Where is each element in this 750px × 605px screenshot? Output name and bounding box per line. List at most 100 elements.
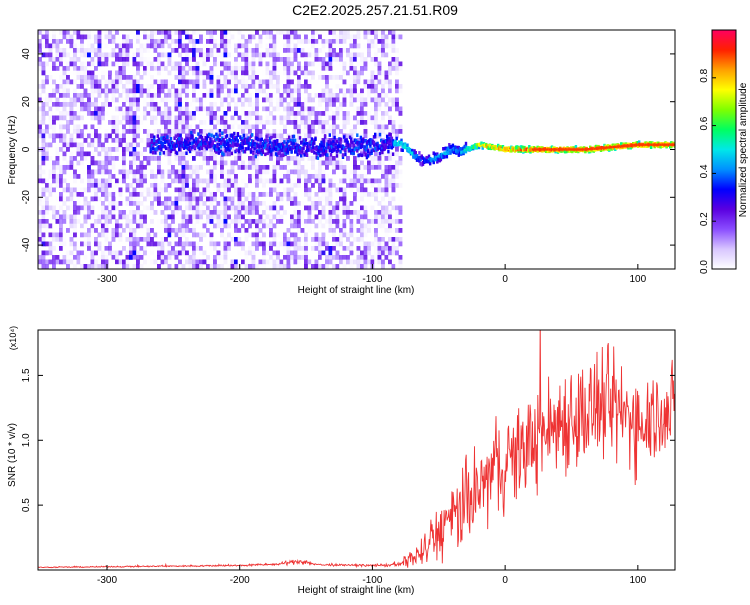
noise-cell	[91, 170, 95, 175]
noise-cell	[374, 30, 378, 35]
noise-cell	[157, 111, 161, 116]
noise-cell	[388, 93, 392, 98]
ridge-cell	[216, 134, 218, 138]
noise-cell	[248, 174, 252, 179]
noise-cell	[87, 264, 91, 269]
noise-cell	[371, 120, 375, 125]
noise-cell	[150, 39, 154, 44]
noise-cell	[140, 93, 144, 98]
noise-cell	[136, 237, 140, 242]
noise-cell	[297, 62, 301, 67]
noise-cell	[182, 179, 186, 184]
noise-cell	[192, 84, 196, 89]
noise-cell	[336, 201, 340, 206]
noise-cell	[378, 161, 382, 166]
noise-cell	[154, 39, 158, 44]
noise-cell	[224, 170, 228, 175]
noise-cell	[168, 206, 172, 211]
noise-cell	[395, 129, 399, 134]
noise-cell	[38, 233, 42, 238]
noise-cell	[171, 246, 175, 251]
noise-cell	[133, 89, 137, 94]
noise-cell	[94, 179, 98, 184]
noise-cell	[297, 179, 301, 184]
noise-cell	[59, 242, 63, 247]
noise-cell	[150, 219, 154, 224]
noise-cell	[399, 129, 403, 134]
noise-cell	[238, 260, 242, 265]
noise-cell	[273, 242, 277, 247]
noise-cell	[161, 174, 165, 179]
noise-cell	[378, 165, 382, 170]
noise-cell	[189, 125, 193, 130]
noise-cell	[374, 57, 378, 62]
noise-cell	[255, 111, 259, 116]
noise-cell	[154, 210, 158, 215]
noise-cell	[283, 107, 287, 112]
noise-cell	[101, 210, 105, 215]
noise-cell	[175, 260, 179, 265]
noise-cell	[94, 260, 98, 265]
noise-cell	[129, 165, 133, 170]
noise-cell	[175, 93, 179, 98]
noise-cell	[294, 125, 298, 130]
noise-cell	[294, 30, 298, 35]
noise-cell	[73, 215, 77, 220]
noise-cell	[234, 102, 238, 107]
noise-cell	[182, 156, 186, 161]
noise-cell	[343, 201, 347, 206]
ridge-cell	[305, 138, 307, 142]
noise-cell	[101, 215, 105, 220]
noise-cell	[84, 30, 88, 35]
noise-cell	[248, 161, 252, 166]
noise-cell	[161, 179, 165, 184]
ridge-cell	[267, 139, 269, 143]
noise-cell	[276, 107, 280, 112]
noise-cell	[374, 102, 378, 107]
noise-cell	[304, 53, 308, 58]
ridge-cell	[361, 154, 363, 158]
noise-cell	[357, 93, 361, 98]
noise-cell	[178, 206, 182, 211]
noise-cell	[140, 246, 144, 251]
noise-cell	[266, 98, 270, 103]
noise-cell	[287, 260, 291, 265]
noise-cell	[318, 129, 322, 134]
noise-cell	[126, 98, 130, 103]
noise-cell	[52, 188, 56, 193]
noise-cell	[357, 102, 361, 107]
noise-cell	[91, 134, 95, 139]
noise-cell	[147, 228, 151, 233]
noise-cell	[269, 48, 273, 53]
noise-cell	[192, 93, 196, 98]
noise-cell	[269, 242, 273, 247]
noise-cell	[133, 183, 137, 188]
noise-cell	[157, 156, 161, 161]
noise-cell	[91, 255, 95, 260]
noise-cell	[241, 111, 245, 116]
noise-cell	[245, 98, 249, 103]
noise-cell	[91, 192, 95, 197]
noise-cell	[108, 174, 112, 179]
noise-cell	[350, 116, 354, 121]
noise-cell	[280, 116, 284, 121]
noise-cell	[280, 120, 284, 125]
noise-cell	[378, 246, 382, 251]
noise-cell	[182, 152, 186, 157]
noise-cell	[343, 161, 347, 166]
noise-cell	[210, 210, 214, 215]
noise-cell	[322, 206, 326, 211]
noise-cell	[161, 62, 165, 67]
noise-cell	[136, 102, 140, 107]
noise-cell	[192, 111, 196, 116]
noise-cell	[308, 206, 312, 211]
noise-cell	[346, 255, 350, 260]
noise-cell	[248, 165, 252, 170]
noise-cell	[294, 165, 298, 170]
noise-cell	[255, 80, 259, 85]
noise-cell	[119, 107, 123, 112]
noise-cell	[59, 165, 63, 170]
noise-cell	[192, 39, 196, 44]
noise-cell	[301, 215, 305, 220]
noise-cell	[329, 260, 333, 265]
